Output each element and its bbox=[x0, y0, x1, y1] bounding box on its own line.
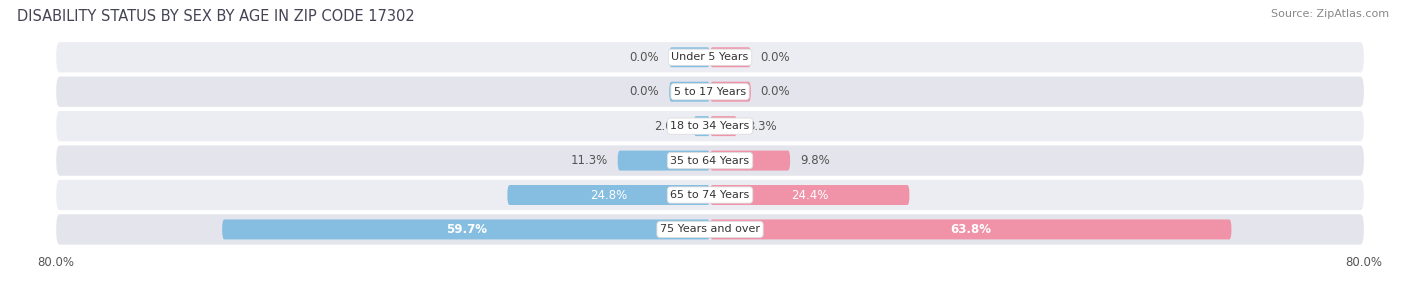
Text: 2.0%: 2.0% bbox=[654, 120, 683, 133]
Text: 0.0%: 0.0% bbox=[761, 85, 790, 98]
FancyBboxPatch shape bbox=[710, 151, 790, 170]
Text: 11.3%: 11.3% bbox=[571, 154, 607, 167]
Text: 9.8%: 9.8% bbox=[800, 154, 830, 167]
FancyBboxPatch shape bbox=[56, 42, 1364, 72]
Text: 18 to 34 Years: 18 to 34 Years bbox=[671, 121, 749, 131]
Text: 75 Years and over: 75 Years and over bbox=[659, 224, 761, 235]
FancyBboxPatch shape bbox=[710, 116, 737, 136]
Text: 59.7%: 59.7% bbox=[446, 223, 486, 236]
FancyBboxPatch shape bbox=[669, 47, 710, 67]
Text: 65 to 74 Years: 65 to 74 Years bbox=[671, 190, 749, 200]
Text: 24.4%: 24.4% bbox=[792, 188, 828, 202]
FancyBboxPatch shape bbox=[669, 82, 710, 102]
FancyBboxPatch shape bbox=[56, 214, 1364, 245]
FancyBboxPatch shape bbox=[508, 185, 710, 205]
FancyBboxPatch shape bbox=[710, 185, 910, 205]
Text: 35 to 64 Years: 35 to 64 Years bbox=[671, 156, 749, 166]
Text: 0.0%: 0.0% bbox=[630, 85, 659, 98]
FancyBboxPatch shape bbox=[56, 145, 1364, 176]
FancyBboxPatch shape bbox=[56, 77, 1364, 107]
Text: DISABILITY STATUS BY SEX BY AGE IN ZIP CODE 17302: DISABILITY STATUS BY SEX BY AGE IN ZIP C… bbox=[17, 9, 415, 24]
Legend: Male, Female: Male, Female bbox=[650, 303, 770, 305]
Text: Under 5 Years: Under 5 Years bbox=[672, 52, 748, 62]
Text: 5 to 17 Years: 5 to 17 Years bbox=[673, 87, 747, 97]
FancyBboxPatch shape bbox=[710, 82, 751, 102]
FancyBboxPatch shape bbox=[710, 220, 1232, 239]
Text: 24.8%: 24.8% bbox=[591, 188, 627, 202]
FancyBboxPatch shape bbox=[56, 180, 1364, 210]
Text: 63.8%: 63.8% bbox=[950, 223, 991, 236]
FancyBboxPatch shape bbox=[710, 47, 751, 67]
Text: Source: ZipAtlas.com: Source: ZipAtlas.com bbox=[1271, 9, 1389, 19]
FancyBboxPatch shape bbox=[617, 151, 710, 170]
FancyBboxPatch shape bbox=[222, 220, 710, 239]
FancyBboxPatch shape bbox=[56, 111, 1364, 141]
Text: 0.0%: 0.0% bbox=[761, 51, 790, 64]
Text: 3.3%: 3.3% bbox=[747, 120, 776, 133]
Text: 0.0%: 0.0% bbox=[630, 51, 659, 64]
FancyBboxPatch shape bbox=[693, 116, 710, 136]
